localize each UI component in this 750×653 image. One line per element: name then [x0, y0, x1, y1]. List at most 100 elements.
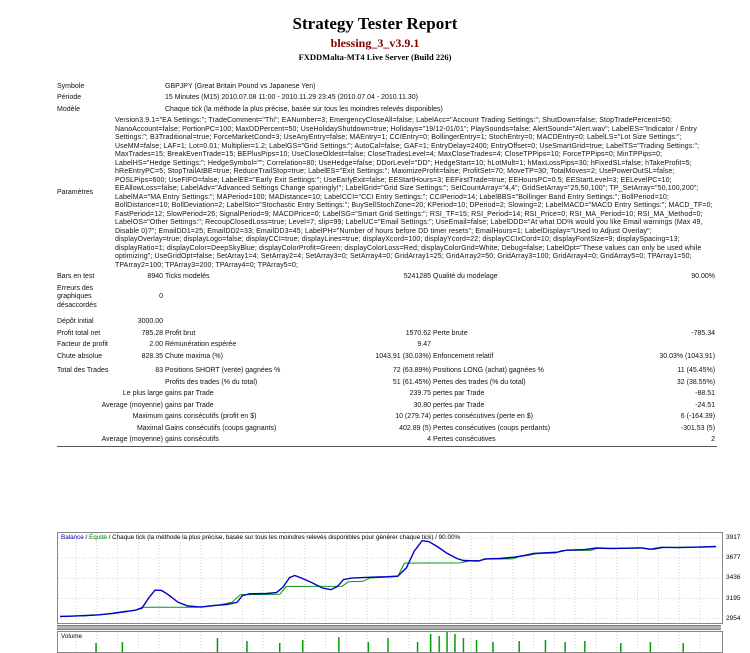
volume-panel: Volume: [57, 631, 723, 653]
table-row: Dépôt initial 3000.00: [57, 317, 717, 329]
stat-value: 2.00: [149, 341, 163, 348]
stat-value: 90.00%: [691, 273, 716, 280]
stat-value: 30.03% (1043.91): [659, 352, 716, 360]
report-header: Strategy Tester Report blessing_3_v3.9.1…: [0, 14, 750, 62]
balance-equity-chart: Balance / Équité / Chaque tick (la métho…: [57, 532, 750, 653]
y-axis-label: 3677: [726, 554, 741, 561]
stat-value: GBPJPY (Great Britain Pound vs Japanese …: [165, 82, 316, 90]
stat-value: 3000.00: [137, 318, 163, 325]
stat-label: pertes par Trade: [433, 401, 485, 409]
stat-label: Positions SHORT (vente) gagnées %: [165, 367, 281, 374]
table-row: Profits des trades (% du total) 51 (61.4…: [57, 377, 717, 389]
stat-value: 15 Minutes (M15) 2010.07.08 11:00 - 2010…: [165, 94, 418, 101]
legend-rest: / Chaque tick (la méthode la plus précis…: [106, 534, 461, 541]
stat-value: 2: [711, 436, 716, 443]
stat-label: Chute maxima (%): [165, 352, 223, 360]
y-axis-label: 3917: [726, 534, 741, 541]
volume-label: Volume: [61, 633, 83, 640]
table-row: Chute absolue 828.35 Chute maxima (%) 10…: [57, 351, 717, 363]
stat-value: 239.75: [409, 390, 431, 397]
table-row: Maximal Gains consécutifs (coups gagnant…: [57, 423, 717, 435]
stat-label: Qualité du modelage: [433, 273, 498, 280]
stat-label: Pertes des trades (% du total): [433, 378, 526, 386]
stat-value: 6 (-164.39): [680, 413, 716, 420]
stat-value: -88.51: [695, 390, 716, 397]
stat-label: Chute absolue: [57, 352, 103, 360]
stat-value: -24.51: [695, 401, 716, 409]
stat-label: Rémunération espérée: [165, 341, 237, 348]
stat-label: gains par Trade: [165, 401, 214, 409]
page-title: Strategy Tester Report: [292, 14, 458, 33]
equity-chart-canvas: [58, 533, 720, 621]
stat-label: Profits des trades (% du total): [165, 378, 258, 386]
stat-value: 30.80: [413, 401, 431, 409]
stat-label: Facteur de profit: [57, 341, 108, 348]
stat-label: Bars en test: [57, 273, 95, 280]
stat-label: Dépôt initial: [57, 318, 94, 325]
stat-value: 402.89 (5): [399, 424, 431, 432]
row-period: Période 15 Minutes (M15) 2010.07.08 11:0…: [57, 93, 717, 105]
ea-name: blessing_3_v3.9.1: [330, 36, 420, 50]
stat-value: 83: [155, 367, 163, 374]
stat-label: Modèle: [57, 105, 80, 113]
stat-value: 1043.91 (30.03%): [375, 352, 431, 360]
stat-label: Symbole: [57, 82, 85, 90]
legend-equity: Équité: [89, 534, 107, 541]
strategy-tester-report-page: { "header": { "title": "Strategy Tester …: [0, 14, 750, 653]
stat-value: 32 (38.55%): [676, 378, 716, 386]
row-model: Modèle Chaque tick (la méthode la plus p…: [57, 104, 717, 116]
stat-value: 11 (45.45%): [677, 367, 716, 374]
stat-value: -301.53 (5): [680, 424, 716, 432]
stat-value: 5241285: [403, 273, 431, 280]
stat-label: Pertes consécutives: [433, 436, 496, 443]
chart-caption: Balance / Équité / Chaque tick (la métho…: [61, 534, 460, 541]
server-line: FXDDMalta-MT4 Live Server (Build 226): [298, 52, 452, 62]
stat-group-label: Average (moyenne): [101, 401, 163, 409]
stat-label: Profit total net: [57, 329, 101, 337]
stat-label: Total des Trades: [57, 367, 109, 374]
stat-label: Profit brut: [165, 329, 196, 337]
row-parameters: Paramètres Version3.9.1="EA Settings:"; …: [57, 116, 717, 272]
stat-value: 72 (63.89%): [392, 367, 431, 374]
stat-value: Chaque tick (la méthode la plus précise,…: [165, 105, 443, 113]
table-row: Average (moyenne) gains par Trade 30.80 …: [57, 400, 717, 412]
stat-group-label: Maximal: [136, 424, 163, 432]
stat-label: gains par Trade: [165, 390, 214, 397]
y-axis-label: 2954: [726, 615, 741, 622]
y-axis-label: 3436: [726, 574, 741, 581]
table-row: Erreurs des graphiques désaccordés 0: [57, 283, 717, 312]
table-row: Total des Trades 83 Positions SHORT (ven…: [57, 366, 717, 378]
stat-label: Ticks modelés: [165, 273, 210, 280]
stat-value: 8940: [147, 273, 163, 280]
stat-label: Gains consécutifs (coups gagnants): [165, 424, 277, 432]
stat-value: 1570.62: [405, 329, 431, 337]
volume-canvas: [75, 632, 701, 652]
row-symbol: Symbole GBPJPY (Great Britain Pound vs J…: [57, 81, 717, 93]
table-row: Le plus large gains par Trade 239.75 per…: [57, 389, 717, 401]
stat-value: -785.34: [691, 329, 716, 337]
equity-chart-panel: Balance / Équité / Chaque tick (la métho…: [57, 532, 723, 624]
table-row: Bars en test 8940 Ticks modelés 5241285 …: [57, 272, 717, 284]
table-row: Facteur de profit 2.00 Rémunération espé…: [57, 340, 717, 352]
stat-label: Erreurs des graphiques désaccordés: [57, 284, 97, 309]
stat-label: gains consécutifs (profit en $): [165, 413, 257, 420]
stat-group-label: Maximum: [132, 413, 163, 420]
stat-label: Perte brute: [433, 329, 468, 337]
table-row: Maximum gains consécutifs (profit en $) …: [57, 412, 717, 424]
legend-separator: /: [83, 534, 90, 541]
stat-value: 0: [159, 293, 163, 300]
stat-label: pertes consécutives (perte en $): [433, 413, 533, 420]
stat-value: 10 (279.74): [395, 413, 431, 420]
table-row: Profit total net 785.28 Profit brut 1570…: [57, 328, 717, 340]
stat-value: 828.35: [141, 352, 163, 360]
stat-value: 51 (61.45%): [392, 378, 431, 386]
legend-balance: Balance: [61, 534, 84, 541]
stat-value: 4: [427, 436, 431, 443]
stat-group-label: Le plus large: [122, 390, 163, 397]
report-table: Symbole GBPJPY (Great Britain Pound vs J…: [57, 81, 718, 447]
table-row: Average (moyenne) gains consécutifs 4 Pe…: [57, 435, 717, 447]
stat-value: 9.47: [417, 341, 431, 348]
stat-value: 785.28: [141, 329, 163, 337]
stat-label: Période: [57, 94, 82, 101]
stat-label: Pertes consécutives (coups perdants): [433, 424, 551, 432]
